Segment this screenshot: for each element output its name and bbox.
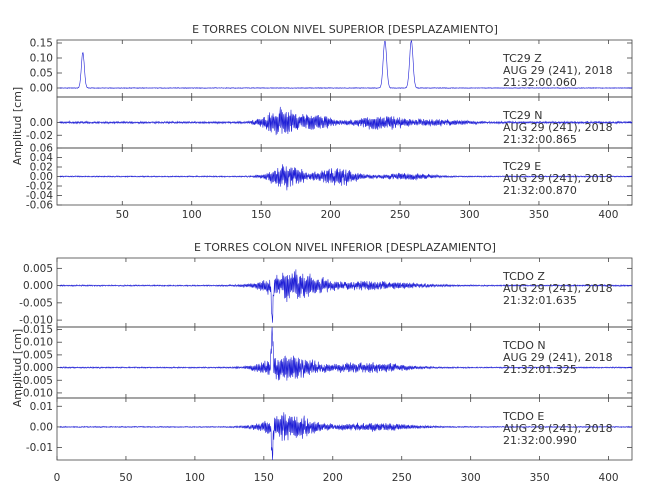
y-tick-label: 0.005	[23, 349, 53, 361]
y-tick-label: 0.015	[23, 324, 53, 336]
trace-annotation-line: TCDO Z	[502, 270, 545, 283]
x-tick-label: 300	[459, 209, 479, 221]
y-tick-label: -0.010	[19, 387, 53, 399]
trace-annotation-line: AUG 29 (241), 2018	[503, 422, 613, 435]
x-tick-label: 50	[116, 209, 129, 221]
trace-annotation-line: TC29 Z	[502, 52, 542, 65]
y-tick-label: 0.00	[30, 421, 53, 433]
y-tick-label: 0.05	[30, 68, 53, 80]
y-tick-label: 0.15	[30, 38, 53, 50]
trace-annotation-line: TCDO E	[502, 410, 544, 423]
y-tick-label: -0.010	[19, 315, 53, 327]
y-tick-label: -0.02	[26, 181, 53, 193]
y-tick-label: -0.005	[19, 375, 53, 387]
trace-annotation-line: 21:32:01.325	[503, 363, 577, 376]
waveform-e	[59, 412, 633, 461]
waveform-z	[59, 40, 633, 89]
x-tick-label: 100	[182, 209, 202, 221]
trace-annotation-line: 21:32:00.870	[503, 184, 577, 197]
trace-annotation-line: TCDO N	[502, 339, 546, 352]
trace-annotation-line: AUG 29 (241), 2018	[503, 282, 613, 295]
trace-annotation-line: TC29 E	[502, 160, 541, 173]
y-tick-label: 0.00	[30, 171, 53, 183]
y-tick-label: 0.005	[23, 263, 53, 275]
trace-annotation-line: 21:32:01.635	[503, 294, 577, 307]
y-axis-label-lower: Amplitud [cm]	[11, 329, 24, 407]
y-tick-label: 0.00	[30, 83, 53, 95]
y-tick-label: 0.04	[30, 152, 54, 164]
trace-annotation-line: 21:32:00.865	[503, 133, 577, 146]
x-tick-label: 400	[598, 209, 618, 221]
y-tick-label: -0.01	[26, 442, 53, 454]
x-tick-label: 200	[321, 209, 341, 221]
waveform-z	[59, 269, 633, 323]
waveform-n	[59, 106, 633, 136]
x-tick-label: 250	[390, 209, 410, 221]
y-tick-label: -0.06	[26, 200, 53, 212]
x-tick-label: 200	[323, 472, 343, 484]
y-tick-label: 0.02	[30, 162, 53, 174]
trace-annotation-line: AUG 29 (241), 2018	[503, 64, 613, 77]
y-tick-label: 0.06	[30, 143, 54, 155]
y-tick-label: 0.00	[30, 117, 53, 129]
waveform-n	[59, 326, 633, 381]
y-tick-label: 0.000	[23, 362, 53, 374]
chart-title-upper: E TORRES COLON NIVEL SUPERIOR [DESPLAZAM…	[192, 23, 498, 36]
trace-annotation-line: TC29 N	[502, 109, 542, 122]
y-tick-label: 0.010	[23, 337, 53, 349]
y-tick-label: 0.000	[23, 280, 53, 292]
trace-annotation-line: 21:32:00.990	[503, 434, 577, 447]
trace-annotation-line: AUG 29 (241), 2018	[503, 351, 613, 364]
y-tick-label: 0.01	[30, 401, 53, 413]
x-tick-label: 400	[599, 472, 619, 484]
trace-annotation-line: 21:32:00.060	[503, 76, 577, 89]
y-tick-label: -0.04	[26, 190, 53, 202]
y-tick-label: -0.005	[19, 297, 53, 309]
panel-frame	[56, 397, 633, 461]
x-tick-label: 350	[530, 472, 550, 484]
trace-annotation-line: AUG 29 (241), 2018	[503, 172, 613, 185]
x-tick-label: 150	[251, 209, 271, 221]
y-tick-label: 0.10	[30, 53, 53, 65]
x-tick-label: 250	[392, 472, 412, 484]
x-tick-label: 350	[529, 209, 549, 221]
chart-title-lower: E TORRES COLON NIVEL INFERIOR [DESPLAZAM…	[194, 241, 496, 254]
x-tick-label: 0	[54, 472, 61, 484]
trace-annotation-line: AUG 29 (241), 2018	[503, 121, 613, 134]
waveform-e	[59, 164, 633, 191]
x-tick-label: 150	[254, 472, 274, 484]
y-axis-label-upper: Amplitud [cm]	[11, 87, 24, 165]
x-tick-label: 100	[185, 472, 205, 484]
x-tick-label: 50	[119, 472, 132, 484]
x-tick-label: 300	[461, 472, 481, 484]
y-tick-label: -0.02	[26, 130, 53, 142]
